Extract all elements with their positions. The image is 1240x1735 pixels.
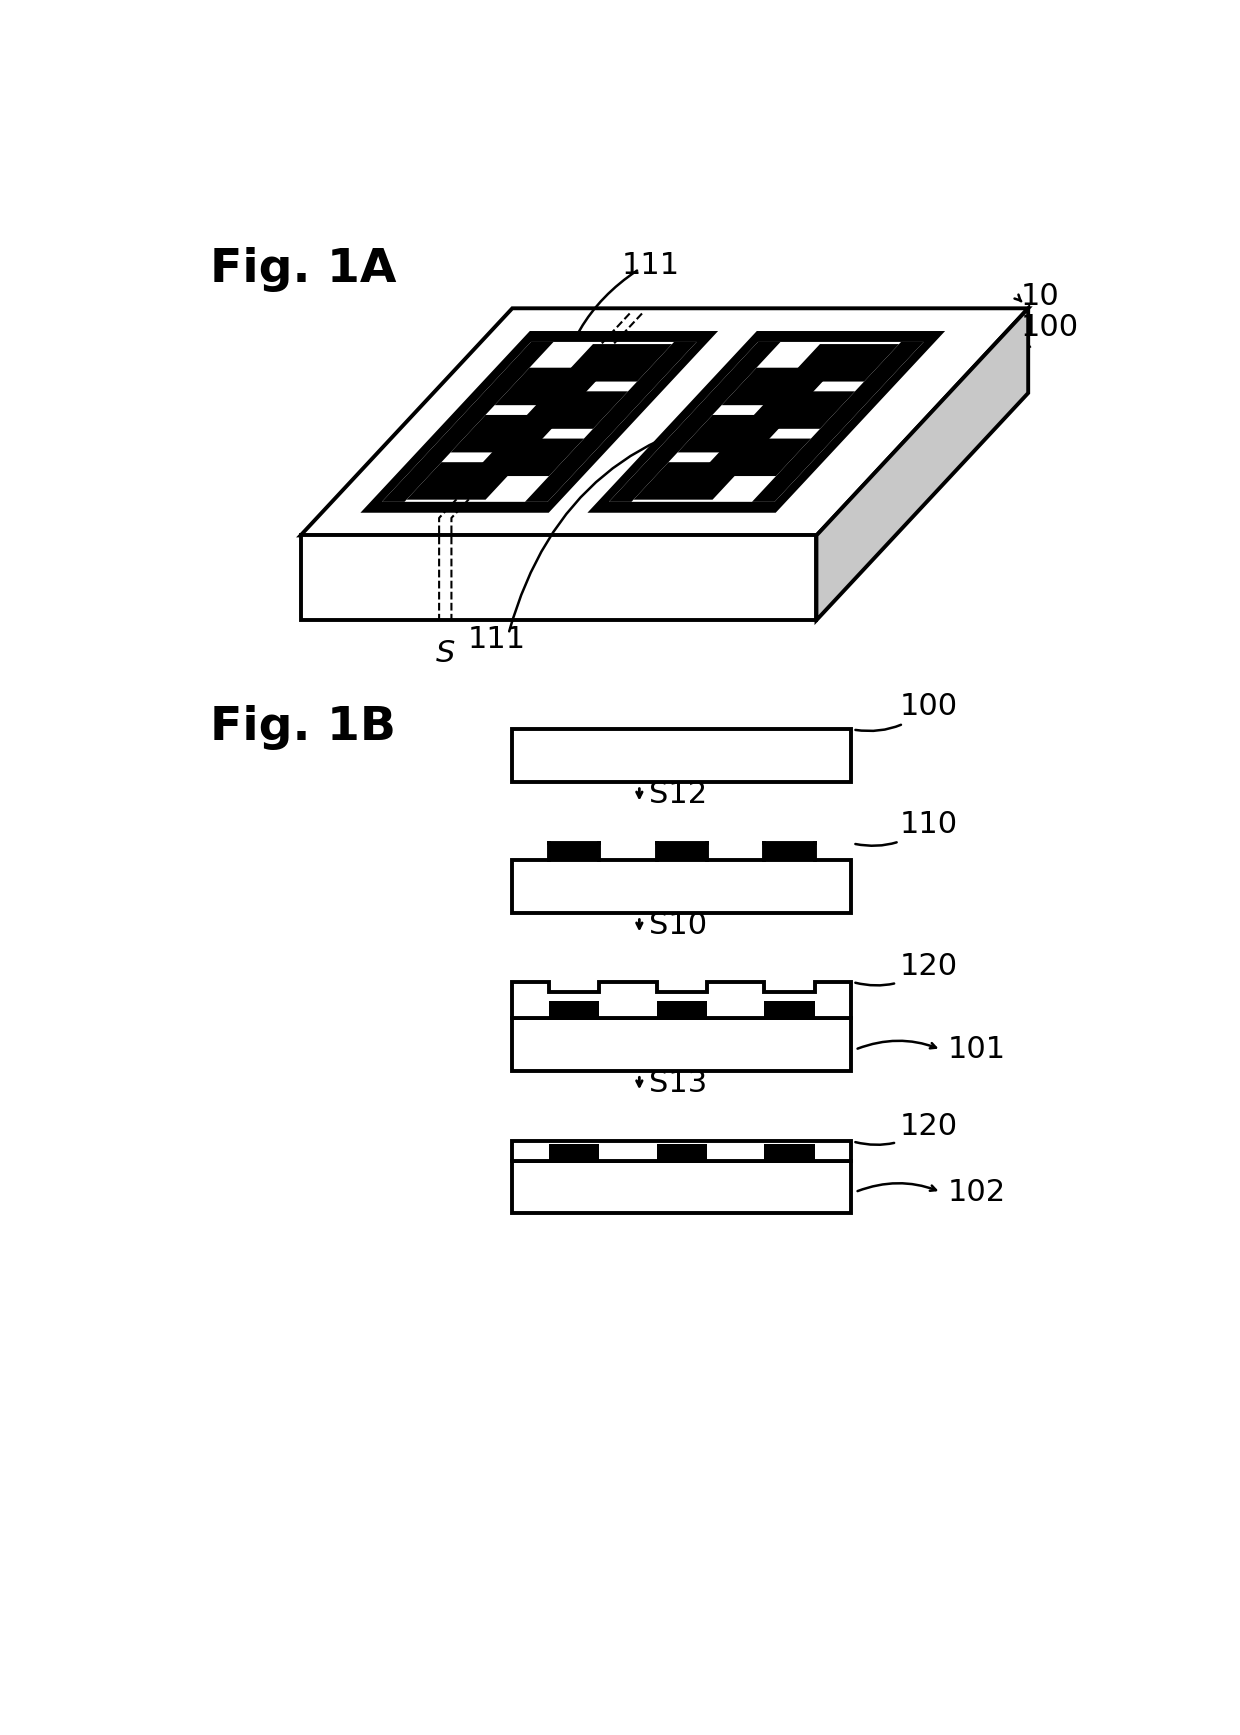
Bar	[512, 861, 851, 913]
Text: 110: 110	[856, 810, 957, 845]
Bar	[512, 729, 851, 782]
Text: 100: 100	[856, 692, 957, 730]
Text: 120: 120	[856, 1112, 957, 1145]
Text: S: S	[435, 640, 455, 668]
Polygon shape	[588, 331, 945, 514]
Polygon shape	[816, 309, 1028, 619]
Text: 111: 111	[467, 625, 526, 654]
Text: Fig. 1A: Fig. 1A	[211, 246, 397, 291]
Polygon shape	[558, 344, 672, 382]
Bar	[549, 1143, 599, 1161]
Polygon shape	[512, 982, 851, 1018]
Bar	[512, 1161, 851, 1213]
Text: S12: S12	[649, 781, 707, 810]
Polygon shape	[722, 368, 836, 406]
Bar	[765, 1143, 815, 1161]
Polygon shape	[609, 342, 780, 501]
Text: 120: 120	[856, 953, 957, 985]
Polygon shape	[450, 415, 564, 453]
Text: Fig. 1B: Fig. 1B	[211, 704, 397, 750]
Polygon shape	[785, 344, 899, 382]
Bar	[657, 843, 707, 861]
Text: 111: 111	[621, 252, 680, 281]
Polygon shape	[742, 392, 856, 429]
Polygon shape	[634, 462, 748, 500]
Polygon shape	[609, 342, 924, 501]
Text: 10: 10	[1021, 283, 1059, 311]
Polygon shape	[300, 536, 816, 619]
Polygon shape	[361, 331, 718, 514]
Polygon shape	[382, 342, 697, 501]
Polygon shape	[495, 368, 609, 406]
Polygon shape	[677, 415, 791, 453]
Text: S13: S13	[649, 1069, 707, 1098]
Polygon shape	[407, 462, 521, 500]
Polygon shape	[515, 392, 627, 429]
Polygon shape	[300, 309, 1028, 536]
Polygon shape	[697, 439, 811, 475]
Text: S10: S10	[649, 911, 707, 940]
Polygon shape	[382, 342, 553, 501]
Bar	[765, 843, 815, 861]
Polygon shape	[470, 439, 584, 475]
Polygon shape	[525, 342, 697, 501]
Text: 101: 101	[947, 1036, 1006, 1064]
Polygon shape	[751, 342, 924, 501]
Text: 100: 100	[1021, 312, 1079, 342]
Bar	[657, 1001, 707, 1018]
Bar	[549, 843, 599, 861]
Bar	[549, 1001, 599, 1018]
Bar	[765, 1001, 815, 1018]
Bar	[512, 1142, 851, 1161]
Bar	[512, 1018, 851, 1070]
Text: 102: 102	[947, 1178, 1006, 1206]
Bar	[657, 1143, 707, 1161]
